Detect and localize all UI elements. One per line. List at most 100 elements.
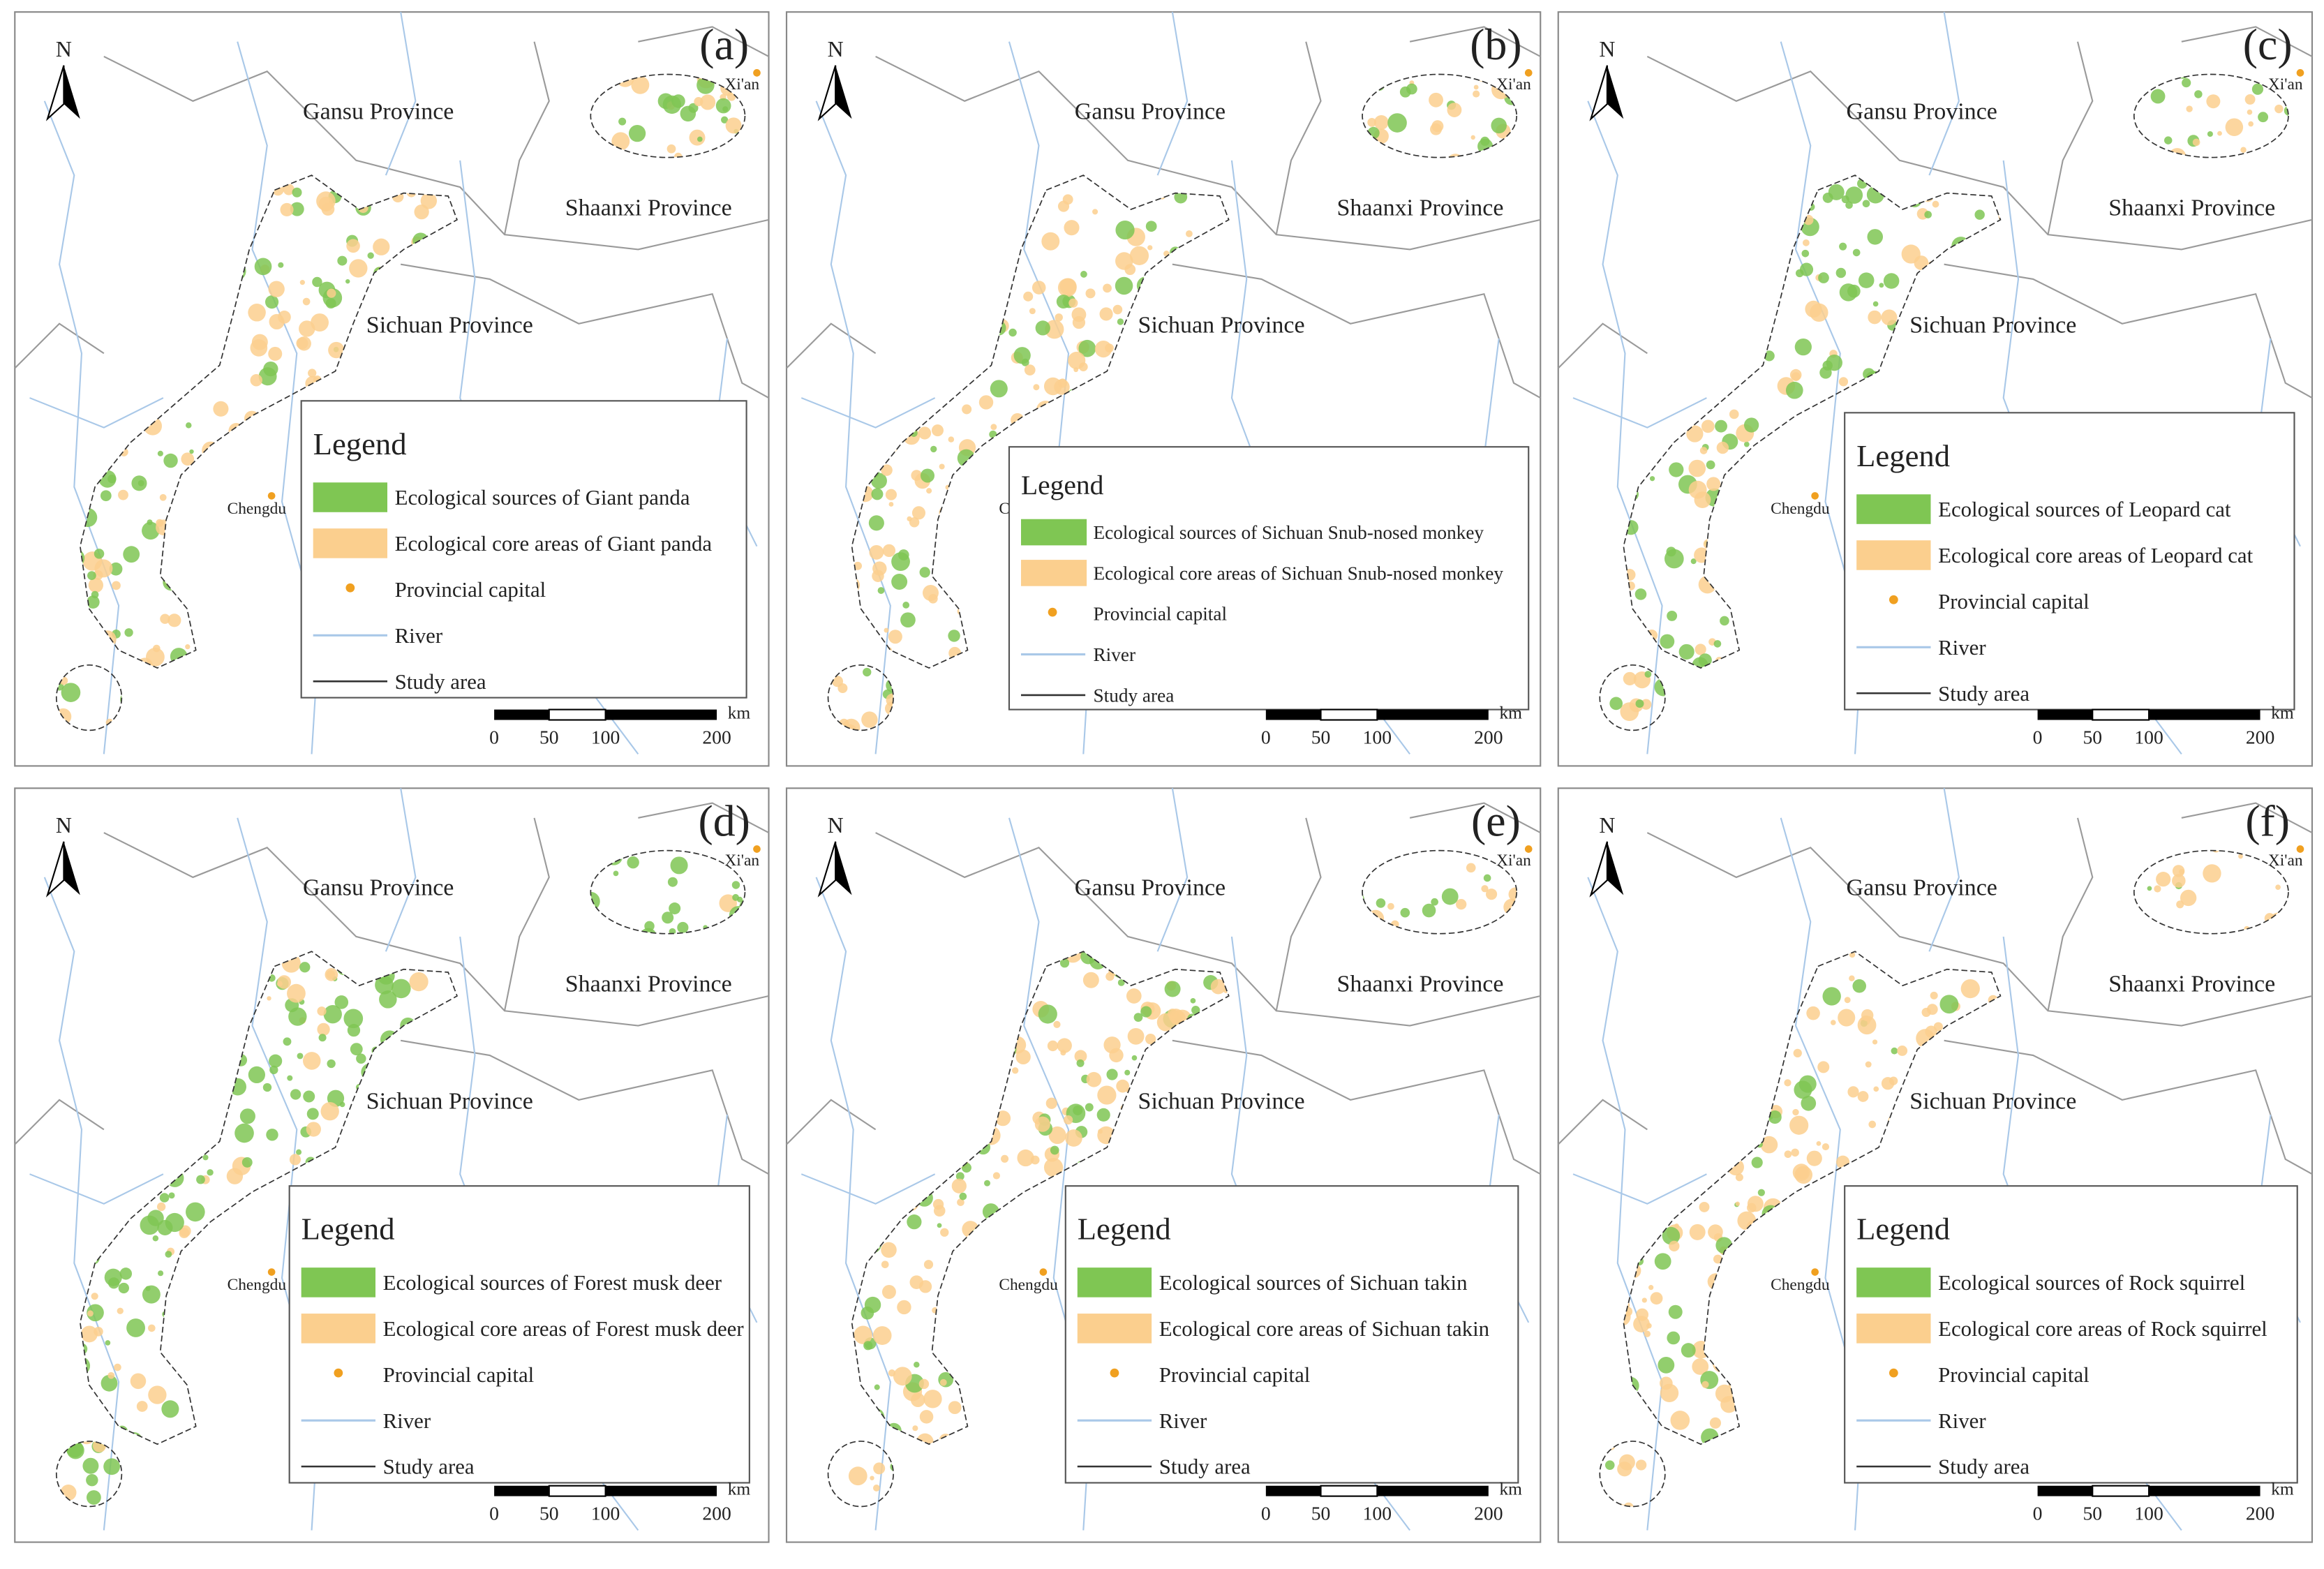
habitat-patch — [189, 449, 194, 454]
legend-symbol — [1889, 595, 1898, 604]
habitat-patch — [61, 683, 81, 702]
legend-label: Ecological sources of Sichuan Snub-nosed… — [1093, 522, 1484, 543]
habitat-patch — [1872, 301, 1879, 307]
habitat-patch — [923, 1390, 942, 1408]
habitat-patch — [196, 1175, 205, 1184]
scale-unit: km — [728, 1479, 751, 1499]
habitat-patch — [347, 1023, 361, 1037]
habitat-patch — [914, 1361, 920, 1368]
habitat-patch — [148, 1324, 156, 1332]
habitat-patch — [1098, 1129, 1103, 1134]
north-arrow — [835, 65, 852, 119]
study-area-outline — [851, 174, 1230, 669]
north-arrow — [64, 841, 80, 895]
habitat-patch — [1034, 1116, 1050, 1132]
scale-segment — [2092, 708, 2150, 721]
habitat-patch — [86, 595, 100, 609]
habitat-patch — [86, 1473, 98, 1487]
legend-label: Provincial capital — [1938, 590, 2090, 614]
habitat-patch — [343, 1009, 364, 1029]
habitat-patch — [1862, 200, 1870, 208]
habitat-patch — [1466, 863, 1476, 873]
habitat-patch — [157, 450, 163, 456]
city-label: Chengdu — [999, 1276, 1058, 1294]
habitat-patch — [147, 519, 153, 526]
north-label: N — [56, 813, 72, 838]
habitat-patch — [919, 1410, 934, 1424]
habitat-patch — [280, 202, 294, 216]
habitat-patch — [864, 1296, 881, 1314]
habitat-patch — [939, 1378, 947, 1386]
scale-label: 50 — [1311, 727, 1331, 748]
habitat-patch — [290, 202, 304, 216]
habitat-patch — [337, 255, 348, 266]
city-dot — [267, 492, 276, 500]
habitat-patch — [168, 1192, 175, 1199]
habitat-patch — [1794, 339, 1812, 356]
habitat-patch — [391, 979, 411, 999]
habitat-patch — [185, 644, 191, 650]
habitat-patch — [923, 584, 939, 601]
habitat-patch — [303, 1052, 321, 1070]
habitat-patch — [2251, 83, 2264, 95]
habitat-patch — [152, 1235, 159, 1242]
scale-label: 100 — [1363, 727, 1392, 748]
habitat-patch — [87, 571, 96, 580]
legend-label: Ecological core areas of Leopard cat — [1938, 544, 2253, 567]
habitat-patch — [2217, 131, 2222, 136]
habitat-patch — [153, 644, 161, 653]
habitat-patch — [1024, 364, 1036, 375]
habitat-patch — [1431, 898, 1438, 906]
habitat-patch — [94, 1327, 103, 1337]
habitat-patch — [316, 191, 336, 211]
habitat-patch — [1097, 1085, 1117, 1105]
habitat-patch — [1623, 671, 1637, 685]
habitat-patch — [123, 546, 140, 563]
habitat-patch — [265, 295, 279, 309]
habitat-patch — [202, 1154, 209, 1161]
habitat-patch — [137, 479, 144, 486]
habitat-patch — [989, 430, 997, 438]
province-boundary — [1646, 56, 2313, 251]
habitat-patch — [662, 912, 674, 924]
habitat-patch — [1050, 1145, 1059, 1155]
habitat-patch — [1694, 491, 1711, 509]
legend-label: Study area — [1938, 682, 2029, 706]
habitat-patch — [250, 374, 262, 387]
habitat-patch — [91, 1293, 98, 1300]
study-area-outline — [827, 1441, 894, 1508]
habitat-patch — [1043, 377, 1062, 396]
city-dot — [1524, 845, 1533, 853]
habitat-patch — [1706, 477, 1721, 491]
city-label: Chengdu — [228, 500, 287, 518]
habitat-patch — [1849, 951, 1856, 958]
habitat-patch — [1635, 699, 1644, 708]
north-arrow — [1607, 65, 1624, 119]
habitat-patch — [1145, 221, 1157, 232]
habitat-patch — [863, 667, 872, 677]
province-boundary — [1558, 322, 1648, 369]
habitat-patch — [907, 516, 912, 521]
river — [385, 12, 417, 176]
north-label: N — [828, 37, 844, 61]
habitat-patch — [918, 1280, 932, 1293]
scale-segment — [1377, 1485, 1489, 1496]
habitat-patch — [86, 1490, 101, 1505]
province-label: Shaanxi Province — [2108, 195, 2275, 221]
habitat-patch — [302, 297, 311, 306]
province-boundary — [2181, 802, 2313, 834]
habitat-patch — [990, 380, 1008, 398]
province-boundary — [1275, 41, 1322, 235]
habitat-patch — [94, 549, 105, 559]
habitat-patch — [179, 1225, 191, 1237]
scale-label: 200 — [1474, 1503, 1503, 1524]
habitat-patch — [1127, 1027, 1145, 1045]
habitat-patch — [248, 1066, 265, 1084]
habitat-patch — [2194, 90, 2203, 98]
habitat-patch — [1881, 309, 1898, 326]
habitat-patch — [1017, 1149, 1034, 1167]
scale-unit: km — [728, 702, 751, 722]
habitat-patch — [283, 184, 295, 195]
